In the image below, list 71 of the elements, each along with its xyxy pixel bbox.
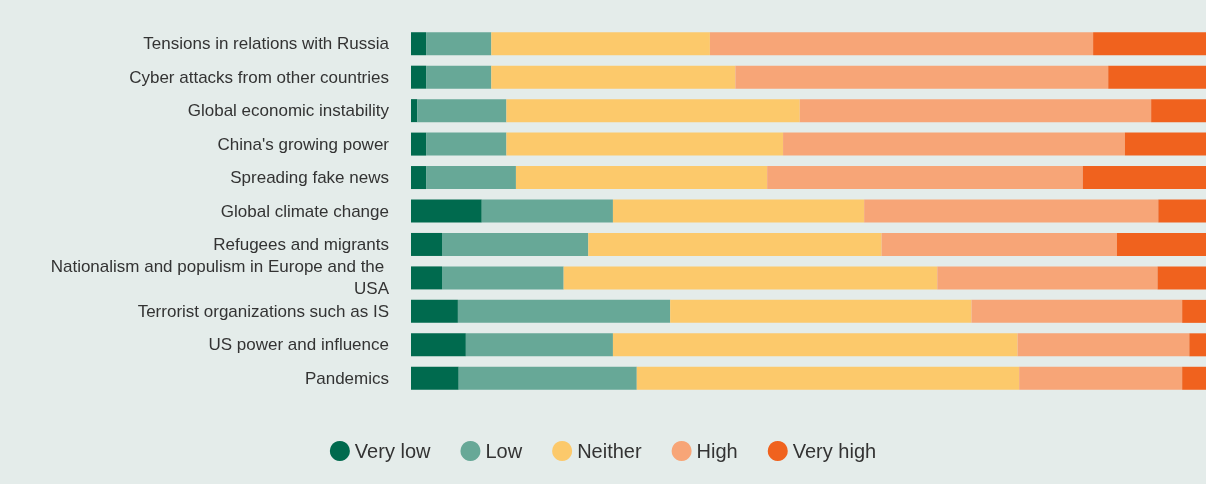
y-tick-label: Nationalism and populism in Europe and the USA xyxy=(50,257,390,299)
bar xyxy=(411,166,427,190)
bar xyxy=(1017,333,1190,357)
y-tick-label: Global economic instability xyxy=(187,101,390,121)
y-tick-label: Tensions in relations with Russia xyxy=(143,34,390,54)
legend-label: Very low xyxy=(354,440,432,462)
bar xyxy=(426,132,507,156)
bar xyxy=(491,65,736,89)
bar xyxy=(465,333,613,357)
bar xyxy=(411,366,459,390)
bar xyxy=(426,166,516,190)
bar xyxy=(426,32,492,56)
bar xyxy=(1093,32,1206,56)
bar xyxy=(442,232,589,256)
bar xyxy=(411,32,427,56)
bar xyxy=(709,32,1094,56)
bar xyxy=(1108,65,1206,89)
legend-label: Neither xyxy=(577,440,642,462)
bar xyxy=(458,366,637,390)
bar xyxy=(411,65,427,89)
bar xyxy=(417,99,507,123)
y-tick-label: Cyber attacks from other countries xyxy=(129,67,389,87)
legend-label: Very high xyxy=(792,440,877,462)
y-tick-label: Global climate change xyxy=(220,201,389,221)
bar xyxy=(1124,132,1206,156)
bar xyxy=(411,299,458,323)
bar xyxy=(735,65,1109,89)
bar xyxy=(864,199,1159,223)
y-tick-label: Spreading fake news xyxy=(230,168,389,188)
bar xyxy=(1116,232,1206,256)
bar xyxy=(783,132,1125,156)
bar xyxy=(1019,366,1183,390)
bar xyxy=(506,132,784,156)
bar xyxy=(411,232,443,256)
bar xyxy=(1151,99,1206,123)
bar xyxy=(411,99,418,123)
bar xyxy=(767,166,1083,190)
bar xyxy=(515,166,768,190)
y-tick-label: US power and influence xyxy=(208,335,389,355)
bar xyxy=(1158,199,1206,223)
bar xyxy=(411,132,427,156)
bar xyxy=(481,199,613,223)
bar xyxy=(636,366,1020,390)
bar xyxy=(588,232,882,256)
bar xyxy=(612,333,1018,357)
bar xyxy=(1182,299,1206,323)
bar xyxy=(799,99,1152,123)
bar xyxy=(1182,366,1206,390)
y-tick-label: China's growing power xyxy=(217,134,390,154)
bar xyxy=(563,266,938,290)
bar xyxy=(491,32,710,56)
legend-label: High xyxy=(696,440,738,462)
bar xyxy=(1157,266,1206,290)
bar xyxy=(937,266,1158,290)
y-tick-label: Pandemics xyxy=(304,368,389,388)
bar xyxy=(411,333,466,357)
bar xyxy=(411,266,443,290)
bar xyxy=(881,232,1117,256)
bar xyxy=(612,199,865,223)
bar xyxy=(670,299,972,323)
bar xyxy=(442,266,564,290)
bar xyxy=(1189,333,1206,357)
legend-label: Low xyxy=(485,440,523,462)
bar xyxy=(411,199,482,223)
y-tick-label: Refugees and migrants xyxy=(213,234,389,254)
bar xyxy=(1082,166,1206,190)
bar xyxy=(506,99,800,123)
bar xyxy=(426,65,492,89)
bar xyxy=(457,299,671,323)
y-tick-label: Terrorist organizations such as IS xyxy=(137,301,389,321)
bar xyxy=(971,299,1183,323)
